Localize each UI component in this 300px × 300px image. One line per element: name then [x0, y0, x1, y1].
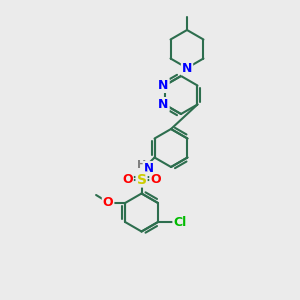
Text: N: N — [143, 162, 154, 175]
Text: N: N — [158, 79, 169, 92]
Text: H: H — [137, 160, 146, 170]
Text: O: O — [122, 173, 133, 186]
Text: N: N — [158, 98, 169, 111]
Text: S: S — [136, 172, 146, 187]
Text: O: O — [150, 173, 161, 186]
Text: O: O — [103, 196, 113, 208]
Text: Cl: Cl — [173, 217, 187, 230]
Text: N: N — [182, 61, 192, 74]
